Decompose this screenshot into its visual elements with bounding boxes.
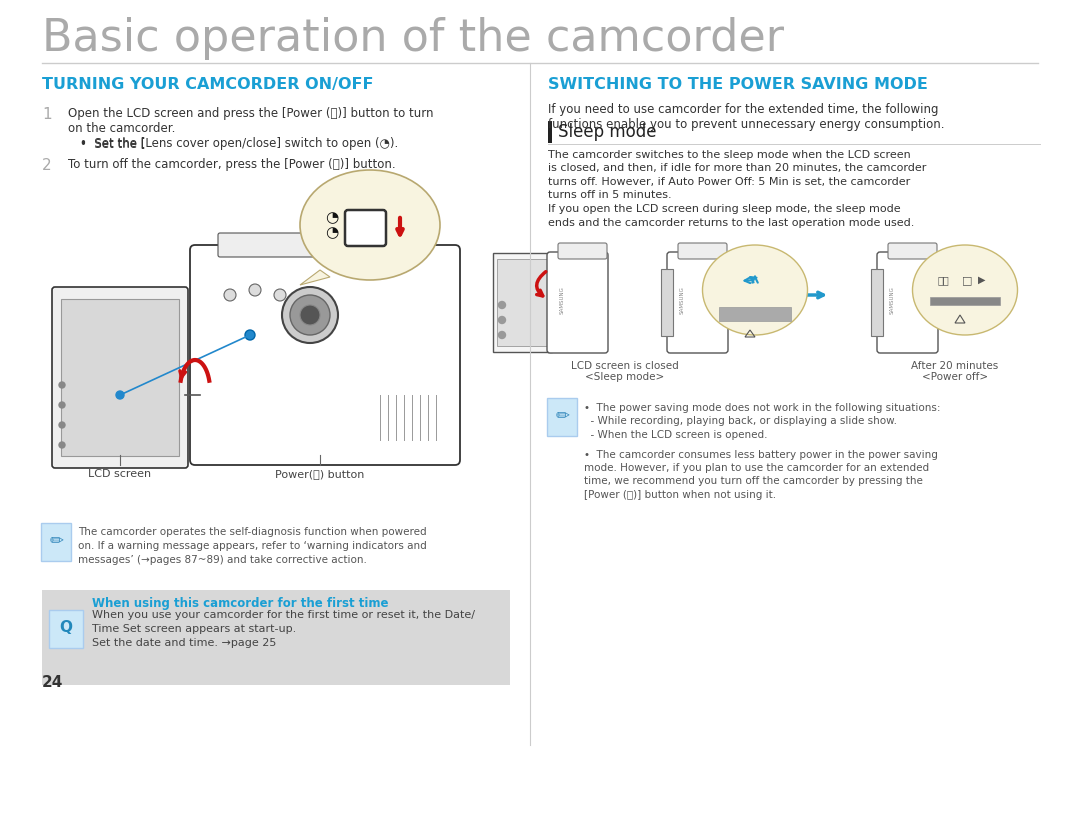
Circle shape	[59, 402, 65, 408]
Text: ends and the camcorder returns to the last operation mode used.: ends and the camcorder returns to the la…	[548, 218, 915, 228]
Circle shape	[499, 301, 505, 309]
FancyBboxPatch shape	[218, 233, 422, 257]
FancyBboxPatch shape	[42, 590, 510, 685]
Circle shape	[59, 442, 65, 448]
FancyBboxPatch shape	[41, 523, 71, 561]
Text: 1: 1	[42, 107, 52, 122]
Text: - While recording, playing back, or displaying a slide show.: - While recording, playing back, or disp…	[584, 417, 897, 427]
Text: □: □	[962, 275, 972, 285]
Circle shape	[59, 382, 65, 388]
FancyBboxPatch shape	[930, 297, 1000, 305]
FancyBboxPatch shape	[52, 287, 188, 468]
FancyBboxPatch shape	[345, 210, 386, 246]
Text: If you open the LCD screen during sleep mode, the sleep mode: If you open the LCD screen during sleep …	[548, 204, 901, 214]
Text: To turn off the camcorder, press the [Power (⏻)] button.: To turn off the camcorder, press the [Po…	[68, 158, 395, 171]
Circle shape	[249, 284, 261, 296]
FancyBboxPatch shape	[49, 610, 83, 648]
Text: When using this camcorder for the first time: When using this camcorder for the first …	[92, 597, 389, 610]
FancyBboxPatch shape	[497, 259, 546, 346]
Text: turns off. However, if Auto Power Off: 5 Min is set, the camcorder: turns off. However, if Auto Power Off: 5…	[548, 177, 910, 187]
FancyBboxPatch shape	[548, 121, 552, 143]
FancyBboxPatch shape	[870, 269, 883, 336]
Text: If you need to use camcorder for the extended time, the following: If you need to use camcorder for the ext…	[548, 103, 939, 116]
Circle shape	[116, 391, 124, 399]
Text: 24: 24	[42, 675, 64, 690]
Text: on the camcorder.: on the camcorder.	[68, 122, 175, 135]
Circle shape	[224, 289, 237, 301]
FancyBboxPatch shape	[546, 398, 577, 436]
FancyBboxPatch shape	[546, 252, 608, 353]
Text: When you use your camcorder for the first time or reset it, the Date/: When you use your camcorder for the firs…	[92, 610, 475, 620]
Text: SWITCHING TO THE POWER SAVING MODE: SWITCHING TO THE POWER SAVING MODE	[548, 77, 928, 92]
Text: The camcorder operates the self-diagnosis function when powered: The camcorder operates the self-diagnosi…	[78, 527, 427, 537]
Text: •  The power saving mode does not work in the following situations:: • The power saving mode does not work in…	[584, 403, 941, 413]
Text: <Sleep mode>: <Sleep mode>	[585, 372, 664, 382]
Text: The camcorder switches to the sleep mode when the LCD screen: The camcorder switches to the sleep mode…	[548, 150, 910, 160]
Text: is closed, and then, if idle for more than 20 minutes, the camcorder: is closed, and then, if idle for more th…	[548, 163, 927, 173]
Ellipse shape	[702, 245, 808, 335]
Circle shape	[291, 295, 330, 335]
Text: Power(⏻) button: Power(⏻) button	[275, 469, 365, 479]
Polygon shape	[300, 270, 330, 285]
Text: time, we recommend you turn off the camcorder by pressing the: time, we recommend you turn off the camc…	[584, 477, 923, 487]
Circle shape	[282, 287, 338, 343]
Text: ◔: ◔	[325, 225, 339, 241]
Circle shape	[274, 289, 286, 301]
Text: •  Set the [: • Set the [	[80, 137, 146, 150]
Text: ✏: ✏	[49, 531, 63, 549]
FancyBboxPatch shape	[888, 243, 937, 259]
Text: 2: 2	[42, 158, 52, 173]
Circle shape	[499, 317, 505, 323]
Text: •  The camcorder consumes less battery power in the power saving: • The camcorder consumes less battery po…	[584, 450, 937, 460]
Text: ▶: ▶	[978, 275, 986, 285]
Text: turns off in 5 minutes.: turns off in 5 minutes.	[548, 191, 672, 200]
Text: on. If a warning message appears, refer to ‘warning indicators and: on. If a warning message appears, refer …	[78, 541, 427, 551]
Text: LCD screen is closed: LCD screen is closed	[571, 361, 679, 371]
Text: - When the LCD screen is opened.: - When the LCD screen is opened.	[584, 430, 768, 440]
Text: After 20 minutes: After 20 minutes	[912, 361, 999, 371]
FancyBboxPatch shape	[877, 252, 939, 353]
Circle shape	[245, 330, 255, 340]
Text: functions enable you to prevent unnecessary energy consumption.: functions enable you to prevent unnecess…	[548, 118, 945, 131]
Text: Q: Q	[59, 620, 72, 634]
Text: messages’ (→pages 87~89) and take corrective action.: messages’ (→pages 87~89) and take correc…	[78, 555, 367, 565]
Text: Open the LCD screen and press the [Power (⏻)] button to turn: Open the LCD screen and press the [Power…	[68, 107, 433, 120]
Circle shape	[59, 422, 65, 428]
Text: •  Set the [Lens cover open/close] switch to open (◔).: • Set the [Lens cover open/close] switch…	[80, 137, 399, 150]
FancyBboxPatch shape	[190, 245, 460, 465]
FancyBboxPatch shape	[492, 253, 552, 352]
Text: SAMSUNG: SAMSUNG	[890, 286, 894, 314]
Text: SAMSUNG: SAMSUNG	[679, 286, 685, 314]
Circle shape	[300, 305, 320, 325]
FancyBboxPatch shape	[558, 243, 607, 259]
FancyBboxPatch shape	[661, 269, 673, 336]
Text: ◔: ◔	[325, 210, 339, 225]
FancyBboxPatch shape	[678, 243, 727, 259]
Text: TURNING YOUR CAMCORDER ON/OFF: TURNING YOUR CAMCORDER ON/OFF	[42, 77, 374, 92]
Text: Set the date and time. →page 25: Set the date and time. →page 25	[92, 638, 276, 648]
Text: SAMSUNG: SAMSUNG	[559, 286, 565, 314]
FancyBboxPatch shape	[667, 252, 728, 353]
Text: LCD screen: LCD screen	[89, 469, 151, 479]
Text: <Power off>: <Power off>	[922, 372, 988, 382]
Text: Time Set screen appears at start-up.: Time Set screen appears at start-up.	[92, 624, 296, 634]
FancyBboxPatch shape	[719, 307, 791, 321]
Circle shape	[499, 332, 505, 338]
Ellipse shape	[913, 245, 1017, 335]
Ellipse shape	[300, 170, 440, 280]
Text: Sleep mode: Sleep mode	[558, 123, 657, 141]
FancyBboxPatch shape	[60, 299, 179, 456]
Text: mode. However, if you plan to use the camcorder for an extended: mode. However, if you plan to use the ca…	[584, 463, 929, 473]
Text: [Power (⏻)] button when not using it.: [Power (⏻)] button when not using it.	[584, 490, 777, 500]
Text: Basic operation of the camcorder: Basic operation of the camcorder	[42, 17, 784, 60]
Text: ✏: ✏	[555, 406, 569, 424]
Text: 🎥ⓢ: 🎥ⓢ	[939, 275, 949, 285]
